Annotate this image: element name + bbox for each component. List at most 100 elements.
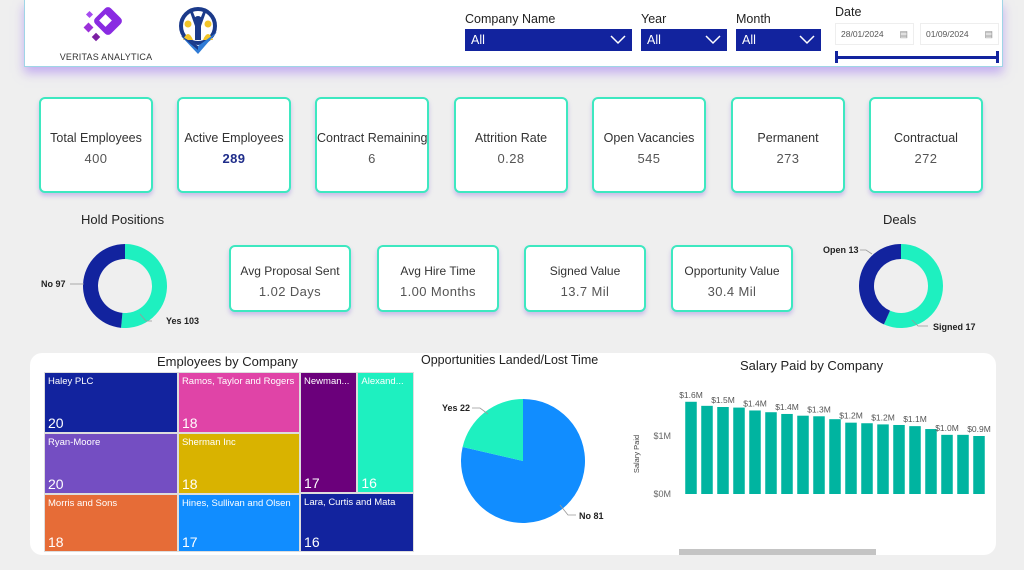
veritas-logo-icon [83, 7, 122, 42]
slider-end-handle[interactable] [996, 51, 999, 63]
salary-bar[interactable] [925, 429, 937, 494]
slider-track [837, 56, 997, 59]
tile-label: Sherman Inc [181, 437, 236, 449]
tile-label: Newman... [304, 376, 350, 387]
salary-bar[interactable] [733, 407, 745, 494]
tile-value: 17 [181, 533, 198, 550]
tile-value: 18 [181, 476, 198, 493]
kpi-label: Signed Value [549, 264, 621, 278]
slider-start-handle[interactable] [835, 51, 838, 63]
bar-data-label: $1.3M [807, 404, 831, 414]
end-date-value: 01/09/2024 [926, 29, 969, 39]
calendar-icon[interactable]: ▤ [984, 28, 993, 39]
kpi-value: 400 [84, 151, 108, 166]
kpi-value: 273 [776, 151, 800, 166]
tile-value: 20 [48, 476, 64, 493]
salary-bar[interactable] [941, 434, 953, 494]
salary-bar[interactable] [701, 405, 713, 494]
salary-bar[interactable] [765, 412, 777, 494]
chart-horizontal-scrollbar[interactable] [679, 549, 876, 555]
year-dropdown[interactable]: All [641, 29, 727, 51]
tile-value: 16 [304, 533, 320, 550]
date-filter: Date 28/01/2024 ▤ 01/09/2024 ▤ [835, 5, 999, 63]
slice-no[interactable] [83, 244, 125, 328]
slice-yes[interactable] [121, 244, 167, 328]
tile-label: Morris and Sons [48, 498, 118, 510]
opportunities-title: Opportunities Landed/Lost Time [421, 353, 599, 367]
start-date-value: 28/01/2024 [841, 29, 884, 39]
salary-bar-chart: Salary Paid $0M $1M $1.6M $1.5M $1.4M $1.4M $1.… [632, 390, 991, 499]
salary-bar[interactable] [749, 410, 761, 494]
start-date-input[interactable]: 28/01/2024 ▤ [835, 23, 914, 45]
salary-bar[interactable] [797, 415, 809, 494]
salary-bar[interactable] [957, 434, 969, 494]
treemap-tile[interactable]: Newman... 17 [300, 372, 358, 493]
salary-bar[interactable] [973, 436, 985, 494]
month-value: All [742, 33, 756, 47]
salary-bar[interactable] [813, 416, 825, 494]
company-name-label: Company Name [465, 12, 556, 26]
kpi-value: 1.00 Months [400, 284, 476, 299]
treemap-tile[interactable]: Haley PLC 20 [44, 372, 178, 434]
kpi-value: 6 [368, 151, 376, 166]
month-dropdown[interactable]: All [736, 29, 821, 51]
treemap-tile[interactable]: Ramos, Taylor and Rogers 18 [177, 372, 301, 434]
bar-data-label: $1.6M [679, 390, 703, 400]
bar-data-label: $1.0M [935, 423, 959, 433]
kpi-contract-remaining: Contract Remaining 6 [315, 97, 429, 193]
treemap-tile[interactable]: Lara, Curtis and Mata 16 [300, 492, 414, 552]
kpi-avg-proposal-sent: Avg Proposal Sent 1.02 Days [229, 245, 351, 312]
salary-bar[interactable] [877, 424, 889, 494]
salary-bar[interactable] [845, 422, 857, 494]
slice-signed[interactable] [883, 244, 943, 328]
treemap-tile[interactable]: Ryan-Moore 20 [44, 433, 178, 495]
tile-value: 17 [304, 474, 320, 491]
date-range-slider[interactable] [835, 51, 999, 63]
slice-open[interactable] [859, 244, 901, 325]
hold-positions-donut [83, 244, 167, 328]
y-tick-label: $0M [653, 489, 671, 499]
hold-yes-label: Yes 103 [166, 316, 200, 326]
year-label: Year [641, 12, 667, 26]
kpi-value: 13.7 Mil [560, 284, 610, 299]
kpi-active-employees: Active Employees 289 [177, 97, 291, 193]
hold-positions-title: Hold Positions [81, 212, 165, 227]
bar-data-label: $1.5M [711, 395, 735, 405]
salary-bar[interactable] [893, 424, 905, 494]
opportunities-yes-label: Yes 22 [442, 403, 471, 413]
veritas-logo: VERITAS ANALYTICA [51, 4, 161, 64]
bar-data-label: $1.2M [871, 412, 895, 422]
bar-data-label: $1.1M [903, 414, 927, 424]
salary-chart-title: Salary Paid by Company [740, 358, 884, 373]
employees-by-company-treemap: Haley PLC 20 Ryan-Moore 20 Morris and Sons 18… [44, 372, 414, 552]
kpi-contractual: Contractual 272 [869, 97, 983, 193]
tile-value: 18 [181, 415, 198, 432]
end-date-input[interactable]: 01/09/2024 ▤ [920, 23, 999, 45]
treemap-tile[interactable]: Morris and Sons 18 [44, 494, 178, 552]
company-name-value: All [471, 33, 485, 47]
year-filter: Year All [641, 12, 727, 51]
slice-yes[interactable] [462, 399, 523, 461]
kpi-attrition-rate: Attrition Rate 0.28 [454, 97, 568, 193]
salary-bar[interactable] [717, 407, 729, 494]
tile-value: 16 [361, 474, 377, 491]
kpi-label: Opportunity Value [684, 264, 780, 278]
salary-bar[interactable] [861, 423, 873, 494]
salary-bar[interactable] [781, 413, 793, 494]
kpi-label: Contract Remaining [317, 131, 428, 145]
salary-bar[interactable] [685, 401, 697, 494]
calendar-icon[interactable]: ▤ [899, 28, 908, 39]
tile-label: Hines, Sullivan and Olsen [181, 498, 291, 510]
kpi-permanent: Permanent 273 [731, 97, 845, 193]
treemap-tile[interactable]: Hines, Sullivan and Olsen 17 [177, 494, 301, 552]
company-name-dropdown[interactable]: All [465, 29, 632, 51]
bar-data-label: $0.9M [967, 424, 991, 434]
treemap-tile[interactable]: Sherman Inc 18 [177, 433, 301, 495]
chevron-down-icon [610, 35, 626, 45]
salary-bar[interactable] [909, 426, 921, 494]
month-filter: Month All [736, 12, 821, 51]
salary-bar[interactable] [829, 419, 841, 494]
kpi-label: Avg Hire Time [400, 264, 476, 278]
treemap-tile[interactable]: Alexand... 16 [357, 372, 414, 493]
kpi-open-vacancies: Open Vacancies 545 [592, 97, 706, 193]
